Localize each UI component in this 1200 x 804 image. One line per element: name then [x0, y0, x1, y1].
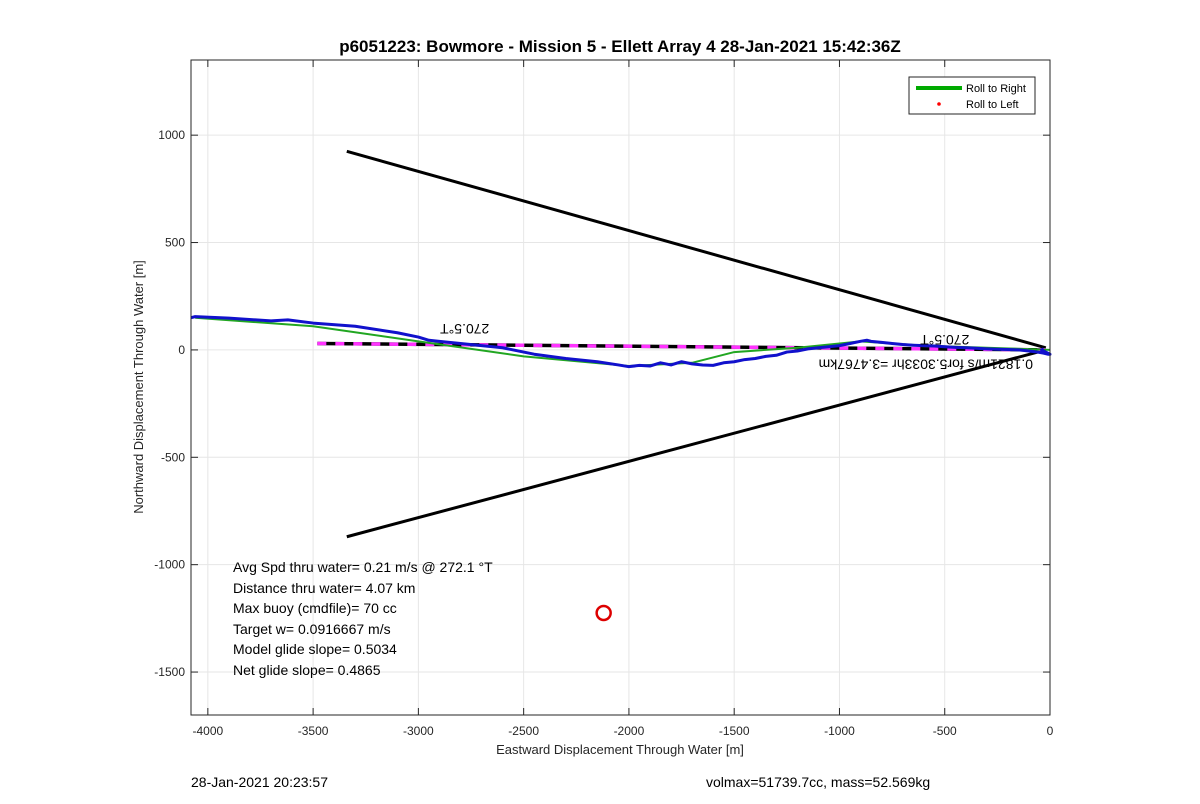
legend-label-roll-left: Roll to Left — [966, 99, 1019, 111]
rotated-annotation: 270.5°T — [920, 332, 970, 348]
legend-swatch-roll-left — [937, 102, 941, 106]
y-tick-label: -500 — [161, 450, 185, 464]
x-tick-label: 0 — [1047, 724, 1054, 738]
footer-mass-info: volmax=51739.7cc, mass=52.569kg — [706, 774, 931, 790]
x-axis-label: Eastward Displacement Through Water [m] — [496, 742, 744, 757]
rotated-annotation: 270.5°T — [440, 321, 490, 337]
legend: Roll to Right Roll to Left — [908, 76, 1036, 115]
stats-box: Avg Spd thru water= 0.21 m/s @ 272.1 °T … — [233, 559, 493, 678]
stat-distance: Distance thru water= 4.07 km — [233, 580, 415, 596]
y-tick-label: -1500 — [154, 665, 185, 679]
x-tick-label: -2000 — [614, 724, 645, 738]
data-lines — [190, 149, 1052, 622]
chart-title: p6051223: Bowmore - Mission 5 - Ellett A… — [339, 37, 901, 56]
stat-model-glide: Model glide slope= 0.5034 — [233, 641, 397, 657]
y-axis-ticks: -1500 -1000 -500 0 500 1000 — [154, 128, 1050, 679]
cone-line — [346, 348, 1047, 539]
stat-max-buoy: Max buoy (cmdfile)= 70 cc — [233, 600, 397, 616]
x-tick-label: -1000 — [824, 724, 855, 738]
stat-avg-speed: Avg Spd thru water= 0.21 m/s @ 272.1 °T — [233, 559, 493, 575]
y-tick-label: 1000 — [158, 128, 185, 142]
footer-timestamp: 28-Jan-2021 20:23:57 — [191, 774, 328, 790]
x-tick-label: -2500 — [508, 724, 539, 738]
stat-target-w: Target w= 0.0916667 m/s — [233, 621, 391, 637]
annotations: 270.5°T 270.5°T 0.1821m/s for5.3033hr =3.4… — [440, 321, 1033, 372]
x-tick-label: -1500 — [719, 724, 750, 738]
legend-box — [908, 76, 1036, 115]
x-axis-ticks: -4000 -3500 -3000 -2500 -2000 -1500 -1000 -500 0 — [192, 60, 1054, 738]
heading-line-magenta — [317, 341, 1046, 352]
plot-frame — [190, 59, 1051, 716]
x-tick-label: -3500 — [298, 724, 329, 738]
y-axis-label: Northward Displacement Through Water [m] — [131, 260, 146, 514]
x-tick-label: -500 — [933, 724, 957, 738]
stat-net-glide: Net glide slope= 0.4865 — [233, 662, 381, 678]
y-tick-label: 0 — [178, 343, 185, 357]
series-blue — [190, 315, 1052, 369]
cone-line — [346, 149, 1047, 350]
y-tick-label: -1000 — [154, 558, 185, 572]
plot-area — [191, 60, 1050, 715]
y-tick-label: 500 — [165, 236, 185, 250]
x-tick-label: -3000 — [403, 724, 434, 738]
legend-label-roll-right: Roll to Right — [966, 83, 1026, 95]
rotated-annotation: 0.1821m/s for5.3033hr =3.4767km — [819, 357, 1033, 373]
x-tick-label: -4000 — [192, 724, 223, 738]
target-marker — [595, 604, 612, 622]
